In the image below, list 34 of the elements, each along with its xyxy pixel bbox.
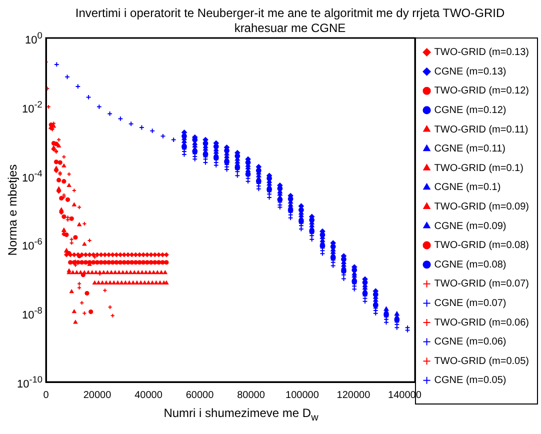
x-tick-label: 60000 (186, 390, 214, 401)
legend-label: TWO-GRID (m=0.06) (434, 317, 530, 328)
legend-label: TWO-GRID (m=0.07) (434, 278, 530, 290)
y-tick-label: 10$^{-10}$ (17, 374, 42, 390)
legend-label: TWO-GRID (m=0.12) (434, 86, 530, 97)
legend-label: CGNE (m=0.08) (434, 259, 506, 270)
chart-title: Invertimi i operatorit te Neuberger-it me ane te algoritmit me dy rrjeta TWO-GRID krahesuar me CGNE (74, 6, 506, 36)
legend-label: TWO-GRID (m=0.13) (434, 47, 530, 58)
y-tick-label: 10$^{-6}$ (22, 236, 42, 253)
legend-label: CGNE (m=0.12) (434, 104, 506, 116)
legend-label: TWO-GRID (m=0.1) (434, 162, 524, 174)
legend-label: CGNE (m=0.06) (434, 336, 506, 348)
legend-label: CGNE (m=0.07) (434, 298, 506, 309)
legend-label: CGNE (m=0.09) (434, 220, 506, 232)
legend-label: TWO-GRID (m=0.09) (434, 201, 530, 212)
x-tick-label: 40000 (134, 390, 163, 401)
y-tick-label: 10$^{-8}$ (22, 304, 42, 322)
x-tick-label: 100000 (286, 390, 320, 401)
legend-label: CGNE (m=0.13) (434, 66, 506, 78)
legend-label: CGNE (m=0.1) (434, 182, 501, 194)
legend-label: CGNE (m=0.11) (434, 144, 506, 155)
y-tick-label: 10$^{-2}$ (22, 98, 42, 116)
x-tick-label: 0 (43, 390, 50, 401)
x-axis-title: Numri i shumezimeve me D$_{w}$ (162, 406, 320, 424)
x-tick-label: 120000 (336, 390, 371, 401)
y-axis-title: Norma e mbetjes (6, 164, 20, 256)
x-tick-label: 20000 (83, 390, 112, 401)
y-tick-label: 10$^{-4}$ (22, 167, 42, 184)
x-tick-label: 80000 (237, 390, 266, 401)
legend-label: TWO-GRID (m=0.05) (434, 356, 530, 367)
y-tick-label: 10$^{0}$ (25, 30, 42, 46)
legend-label: TWO-GRID (m=0.11) (434, 124, 528, 136)
legend-label: TWO-GRID (m=0.08) (434, 240, 530, 252)
legend-label: CGNE (m=0.05) (434, 375, 506, 386)
